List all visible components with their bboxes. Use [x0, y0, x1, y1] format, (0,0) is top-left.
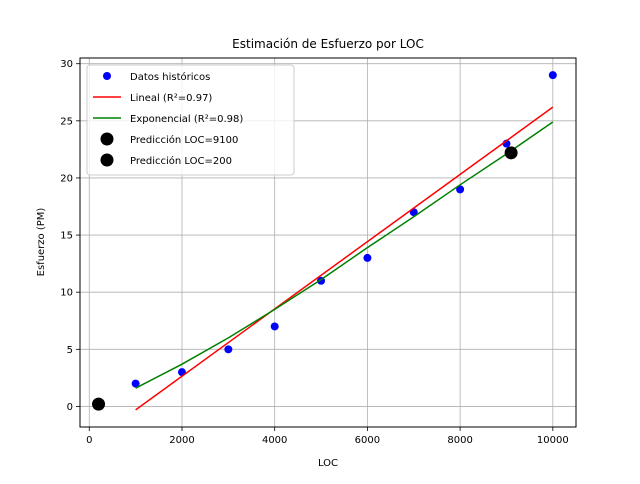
x-axis-label: LOC [318, 458, 338, 469]
chart-title: Estimación de Esfuerzo por LOC [232, 37, 424, 51]
axis-ticks: 0 2000 4000 6000 8000 10000 0 5 10 15 20 25 30 [60, 59, 568, 446]
y-tick-label: 0 [67, 402, 73, 413]
historical-data-point [131, 379, 140, 388]
legend-entry-label: Exponencial (R²=0.98) [130, 114, 243, 125]
y-tick-label: 15 [60, 231, 73, 242]
y-axis-label: Esfuerzo (PM) [36, 208, 47, 277]
historical-data-point [270, 322, 279, 331]
y-tick-label: 5 [67, 345, 73, 356]
linear-fit-line [135, 106, 554, 411]
x-tick-label: 6000 [355, 435, 380, 446]
historical-data-point [363, 253, 372, 262]
x-tick-label: 10000 [537, 435, 569, 446]
y-tick-label: 30 [60, 59, 73, 70]
prediction-point [92, 397, 106, 411]
legend: Datos históricos Lineal (R²=0.97) Exponenc… [86, 64, 295, 176]
legend-entry-label: Predicción LOC=200 [130, 155, 232, 167]
historical-data-point [456, 185, 465, 194]
plot-frame [79, 57, 577, 428]
y-tick-label: 20 [60, 173, 73, 184]
historical-data-point [548, 71, 557, 80]
prediction-point [504, 146, 518, 160]
legend-entry-label: Predicción LOC=9100 [130, 134, 238, 146]
x-tick-label: 0 [86, 435, 92, 446]
x-tick-label: 8000 [447, 435, 472, 446]
y-tick-label: 10 [60, 288, 73, 299]
historical-data-point [224, 345, 233, 354]
exponential-fit-line [135, 121, 554, 389]
legend-entry-label: Lineal (R²=0.97) [130, 93, 212, 104]
plot-series [92, 71, 557, 411]
y-tick-label: 25 [60, 116, 73, 127]
x-tick-label: 2000 [169, 435, 194, 446]
legend-marker-swatch [100, 132, 114, 146]
x-tick-label: 4000 [262, 435, 287, 446]
legend-entry-label: Datos históricos [130, 71, 210, 83]
legend-box [86, 64, 295, 176]
legend-marker-swatch [100, 153, 114, 167]
legend-marker-swatch [103, 72, 111, 80]
